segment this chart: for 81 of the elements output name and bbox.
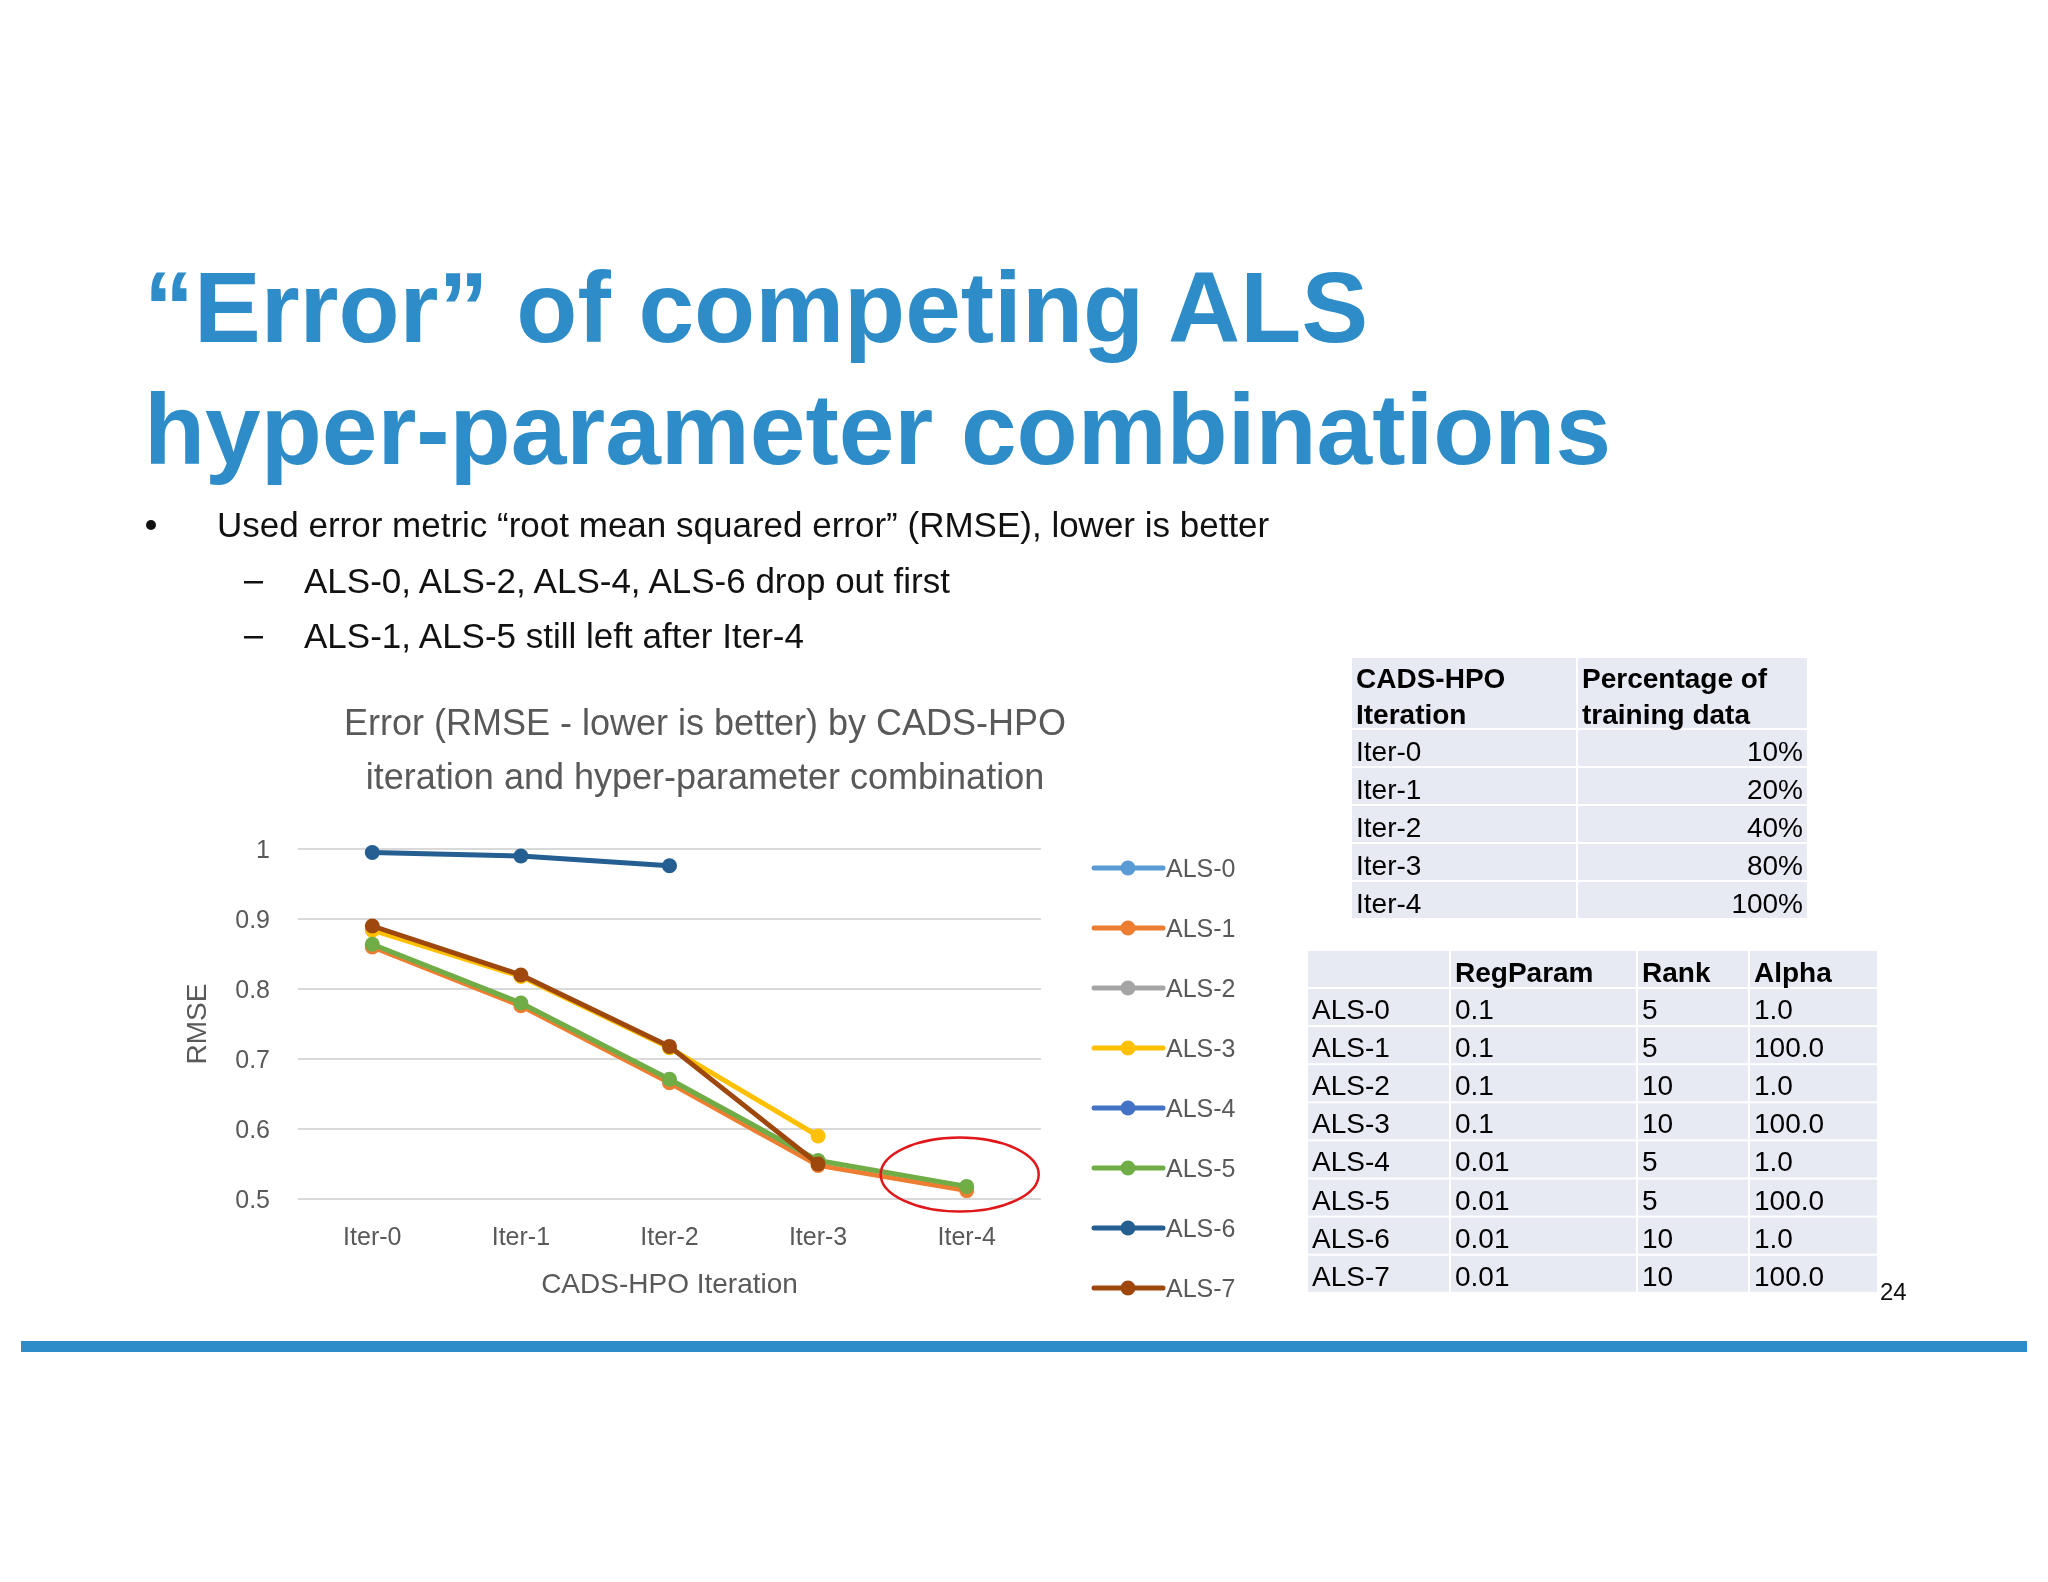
text: 1.0 [1754, 994, 1793, 1025]
point [810, 1128, 826, 1144]
legend-label: ALS-2 [1166, 973, 1236, 1002]
point [364, 918, 380, 934]
category-label: ALS-7 [1312, 1260, 1390, 1292]
text: 5 [1642, 994, 1658, 1025]
category-label: Rank [1642, 957, 1711, 988]
text: 1.0 [1754, 1070, 1793, 1102]
legend-label: ALS-1 [1166, 913, 1236, 942]
y-tick-label: 0.9 [235, 904, 270, 933]
category-label: ALS-0 [1312, 994, 1390, 1025]
text: 0.1 [1455, 1070, 1494, 1102]
text: 5 [1642, 1184, 1658, 1216]
text: 0.01 [1455, 1184, 1510, 1216]
x-tick-label: Iter-3 [788, 1222, 848, 1250]
category-label: Iter-2 [1356, 812, 1422, 843]
legend-label: ALS-4 [1166, 1093, 1236, 1122]
point [364, 845, 380, 860]
category-label: Iter-0 [1356, 736, 1422, 767]
text: 80% [1746, 850, 1803, 881]
y-tick-label: 0.6 [235, 1114, 270, 1143]
y-tick-label: 0.7 [235, 1044, 270, 1073]
category-label: ALS-4 [1312, 1146, 1390, 1178]
text: 100% [1731, 888, 1803, 919]
text: 100.0 [1754, 1032, 1825, 1064]
x-tick-label: Iter-1 [491, 1222, 551, 1250]
x-tick-label: Iter-4 [937, 1222, 996, 1250]
text: 0.1 [1455, 994, 1494, 1025]
text: ALS-0, ALS-2, ALS-4, ALS-6 drop out first [304, 561, 951, 600]
text: 100.0 [1754, 1260, 1825, 1292]
point [662, 1071, 677, 1087]
text: ALS-1, ALS-5 still left after Iter-4 [304, 616, 804, 655]
y-tick-label: 0.5 [235, 1184, 270, 1213]
text: 100.0 [1754, 1108, 1825, 1140]
y-axis-title: RMSE [181, 983, 212, 1065]
text: 0.01 [1455, 1222, 1510, 1254]
category-label: ALS-3 [1312, 1108, 1390, 1140]
y-tick-label: 1 [256, 834, 270, 863]
category-label: Iter-4 [1356, 888, 1422, 919]
text: 0.01 [1455, 1260, 1510, 1292]
category-label: Alpha [1754, 957, 1833, 988]
text: 1.0 [1754, 1146, 1793, 1178]
x-tick-label: Iter-2 [640, 1222, 699, 1250]
category-label: Iter-3 [1356, 850, 1422, 881]
y-tick-label: 0.8 [235, 974, 270, 1003]
x-axis-title: CADS-HPO Iteration [541, 1268, 798, 1299]
text: 20% [1746, 774, 1803, 805]
text: 1.0 [1754, 1222, 1793, 1254]
category-label: ALS-1 [1312, 1032, 1390, 1064]
chart-title: Error (RMSE - lower is better) by CADS-HPO iteration and hyper-parameter combination [343, 702, 1067, 797]
legend-label: ALS-3 [1166, 1033, 1236, 1062]
category-label: Iter-1 [1356, 774, 1422, 805]
category-label: ALS-6 [1312, 1222, 1390, 1254]
text: 0.01 [1455, 1146, 1510, 1178]
x-tick-label: Iter-0 [343, 1222, 402, 1250]
text: 40% [1746, 812, 1803, 843]
text: Used error metric “root mean squared error” (RMSE), lower is better [217, 505, 1270, 544]
text: “Error” of competing ALS hyper-parameter combinations [144, 251, 1612, 485]
text: 10 [1642, 1070, 1674, 1102]
legend-label: ALS-6 [1166, 1213, 1236, 1242]
text: CADS-HPO Iteration [1356, 663, 1506, 730]
text: 0.1 [1455, 1032, 1494, 1064]
category-label: RegParam [1455, 957, 1594, 988]
text: 10 [1642, 1222, 1674, 1254]
text: 10% [1746, 736, 1803, 767]
legend-label: ALS-0 [1166, 853, 1236, 882]
point [959, 1178, 975, 1194]
category-label: ALS-2 [1312, 1070, 1390, 1102]
legend-label: ALS-7 [1166, 1273, 1236, 1302]
category-label: ALS-5 [1312, 1184, 1390, 1216]
text: 5 [1642, 1146, 1658, 1178]
text: 24 [1880, 1278, 1907, 1305]
text: 100.0 [1754, 1184, 1825, 1216]
point [513, 848, 529, 864]
text: 5 [1642, 1032, 1658, 1064]
category-label: Percentage of training data [1582, 663, 1768, 730]
text: 10 [1642, 1108, 1674, 1140]
legend-label: ALS-5 [1166, 1153, 1236, 1182]
text: 10 [1642, 1260, 1674, 1292]
text: 0.1 [1455, 1108, 1494, 1140]
point [662, 858, 677, 874]
